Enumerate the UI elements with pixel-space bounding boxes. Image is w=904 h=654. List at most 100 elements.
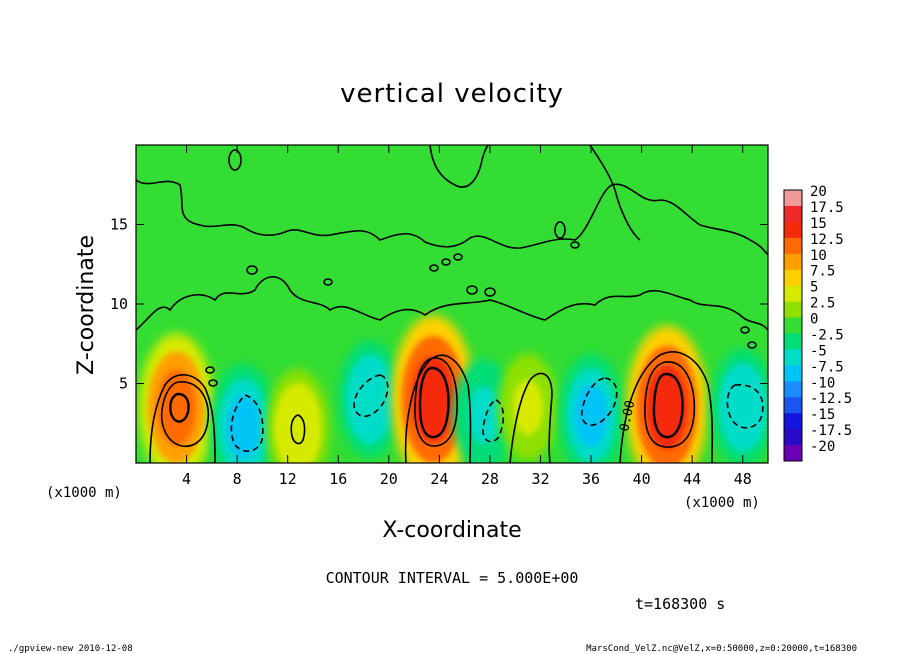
x-axis-label: X-coordinate bbox=[382, 518, 521, 543]
contour-interval: CONTOUR INTERVAL = 5.000E+00 bbox=[326, 569, 579, 587]
small-cell bbox=[740, 326, 750, 334]
colorbar-label: -5 bbox=[810, 343, 827, 359]
colorbar-swatch bbox=[784, 413, 802, 430]
colorbar-label: -12.5 bbox=[810, 391, 852, 407]
colorbar-swatch bbox=[784, 381, 802, 398]
updraft-5-2 bbox=[290, 414, 306, 445]
x-tick-label: 12 bbox=[279, 470, 297, 488]
updraft-10-1 bbox=[169, 392, 190, 423]
downdraft-m5-4 bbox=[581, 377, 618, 426]
colorbar-swatch bbox=[784, 237, 802, 255]
x-tick-label: 4 bbox=[182, 470, 191, 488]
colorbar-swatch bbox=[784, 365, 802, 382]
small-cell bbox=[747, 341, 757, 349]
small-cell bbox=[570, 241, 580, 249]
colorbar-label: -15 bbox=[810, 407, 835, 423]
updraft-10-3 bbox=[418, 366, 450, 439]
x-tick-label: 16 bbox=[329, 470, 347, 488]
y-axis: 5 10 15 bbox=[110, 216, 768, 393]
updraft-5-3 bbox=[414, 357, 458, 447]
small-cell bbox=[205, 366, 215, 374]
x-tick-label: 20 bbox=[380, 470, 398, 488]
updraft-zero-1 bbox=[149, 374, 216, 463]
small-cell bbox=[228, 149, 242, 171]
colorbar-label: 7.5 bbox=[810, 264, 835, 280]
y-tick-label: 5 bbox=[119, 375, 128, 393]
small-cell bbox=[429, 264, 439, 272]
colorbar-label: -17.5 bbox=[810, 423, 852, 439]
colorbar: 2017.51512.5107.552.50-2.5-5-7.5-10-12.5… bbox=[783, 184, 852, 462]
colorbar-frame bbox=[783, 189, 803, 462]
x-axis: 4 8 12 16 20 24 28 32 36 40 44 48 bbox=[182, 145, 752, 488]
zero-contour-right bbox=[589, 145, 641, 241]
colorbar-swatch bbox=[784, 317, 802, 334]
updraft-zero-4 bbox=[509, 372, 553, 463]
x-tick-label: 28 bbox=[481, 470, 499, 488]
colorbar-swatch bbox=[784, 190, 802, 207]
colorbar-swatch bbox=[784, 333, 802, 350]
chart-title: vertical velocity bbox=[340, 79, 564, 109]
contour-label: 0.00 bbox=[617, 399, 638, 433]
small-cell bbox=[208, 379, 218, 387]
small-cell bbox=[554, 221, 566, 239]
updraft-zero-2 bbox=[404, 354, 472, 463]
updraft-5-5 bbox=[644, 361, 696, 448]
colorbar-label: 12.5 bbox=[810, 232, 844, 248]
colorbar-label: 10 bbox=[810, 248, 827, 264]
colorbar-swatch bbox=[784, 397, 802, 414]
updraft-cell bbox=[512, 379, 543, 435]
x-tick-label: 8 bbox=[233, 470, 242, 488]
y-tick-label: 10 bbox=[110, 295, 128, 313]
colorbar-label: -20 bbox=[810, 439, 835, 455]
colorbar-swatch bbox=[784, 285, 802, 303]
colorbar-label: 5 bbox=[810, 280, 818, 296]
small-cell bbox=[246, 265, 258, 275]
downdraft-cell bbox=[574, 383, 608, 447]
small-cell bbox=[466, 285, 478, 295]
x-tick-label: 32 bbox=[531, 470, 549, 488]
x-tick-label: 40 bbox=[633, 470, 651, 488]
colorbar-swatch bbox=[784, 221, 802, 239]
contour-lines bbox=[136, 145, 768, 463]
y-tick-label: 15 bbox=[110, 216, 128, 234]
colorbar-swatch bbox=[784, 301, 802, 319]
colorbar-label: 17.5 bbox=[810, 200, 844, 216]
zero-contour-upper bbox=[136, 276, 768, 331]
x-tick-label: 36 bbox=[582, 470, 600, 488]
updraft-cell bbox=[281, 397, 314, 459]
small-cell bbox=[323, 278, 333, 286]
colorbar-label: 2.5 bbox=[810, 296, 835, 312]
x-tick-label: 44 bbox=[683, 470, 701, 488]
colorbar-swatch bbox=[784, 429, 802, 446]
downdraft-cell bbox=[726, 377, 759, 438]
colorbar-label: -2.5 bbox=[810, 327, 844, 343]
colorbar-swatch bbox=[784, 349, 802, 366]
colorbar-label: 0 bbox=[810, 312, 818, 328]
downdraft-m5-5 bbox=[726, 384, 764, 429]
colorbar-label: -10 bbox=[810, 375, 835, 391]
x-unit-right: (x1000 m) bbox=[684, 495, 760, 511]
x-unit-left: (x1000 m) bbox=[46, 485, 122, 501]
small-cell bbox=[453, 253, 463, 261]
colorbar-swatch bbox=[784, 205, 802, 223]
downdraft-m5-1 bbox=[230, 394, 264, 453]
downdraft-m5-2 bbox=[353, 374, 389, 418]
updraft-5-1 bbox=[160, 381, 210, 447]
zero-contour-high bbox=[136, 179, 768, 256]
downdraft-m5-3 bbox=[482, 399, 505, 443]
footer-left: ./gpview-new 2010-12-08 bbox=[8, 644, 133, 654]
small-cell bbox=[441, 258, 451, 266]
plot-area: 0.00 bbox=[136, 145, 768, 463]
x-tick-label: 24 bbox=[430, 470, 448, 488]
zero-contour-top bbox=[429, 145, 489, 188]
updraft-zero-5 bbox=[619, 351, 714, 463]
updraft-10-5 bbox=[652, 372, 684, 439]
colorbar-swatch bbox=[784, 253, 802, 271]
downdraft-cell bbox=[353, 369, 387, 430]
updraft-cell bbox=[157, 369, 196, 446]
colorbar-label: 20 bbox=[810, 184, 827, 200]
time-label: t=168300 s bbox=[635, 595, 725, 613]
colorbar-label: -7.5 bbox=[810, 359, 844, 375]
colorbar-swatch bbox=[784, 269, 802, 287]
